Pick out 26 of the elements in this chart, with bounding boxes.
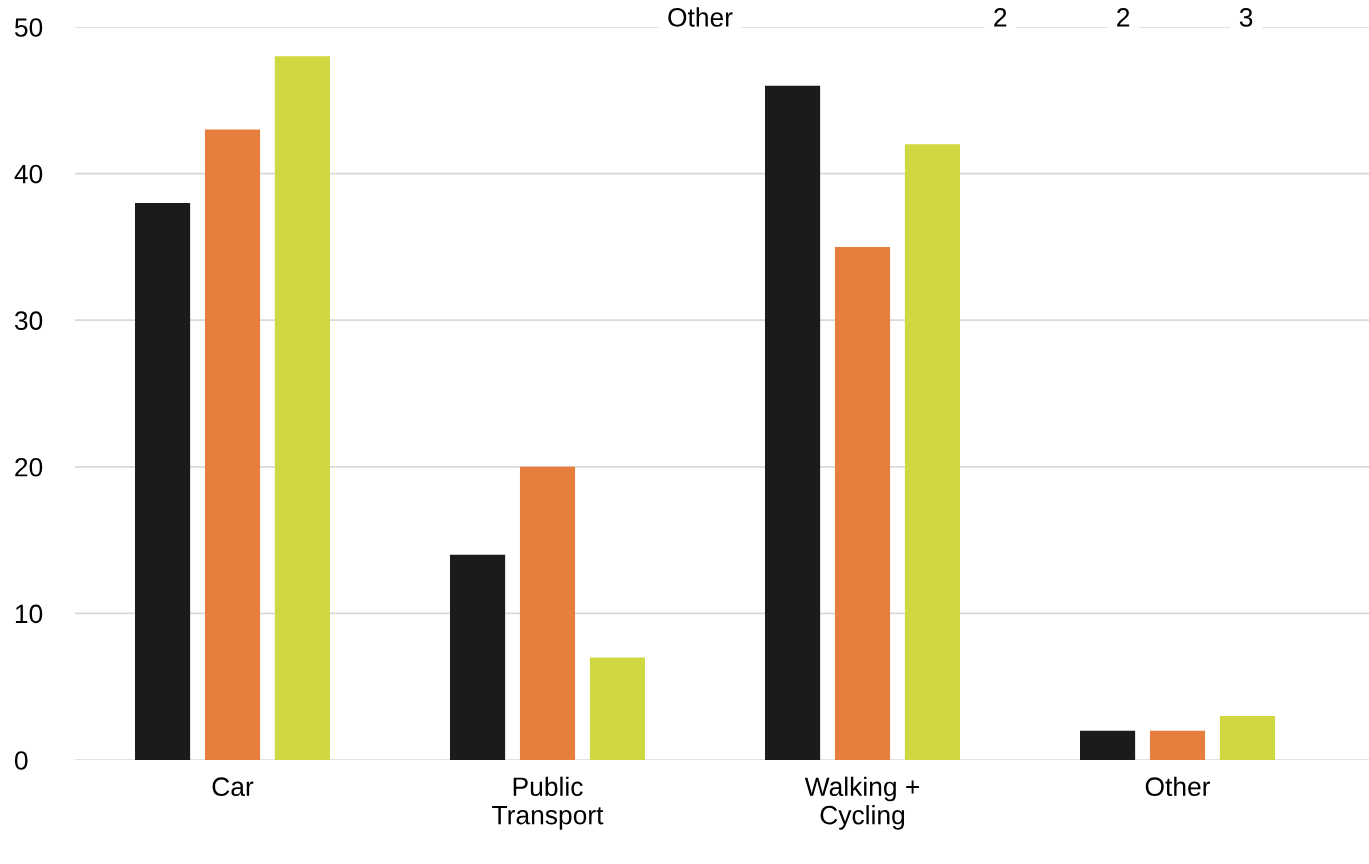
y-tick-label: 50	[14, 18, 43, 37]
bar	[904, 144, 960, 760]
text: Other	[668, 7, 733, 27]
text: 2	[1117, 8, 1130, 27]
bar	[450, 554, 506, 760]
bar	[135, 202, 191, 760]
y-tick-label: 0	[14, 751, 28, 770]
x-tick-label: Other	[1145, 776, 1211, 797]
bar	[204, 129, 261, 760]
bar	[765, 85, 821, 760]
x-tick-label: Public Transport	[492, 776, 604, 830]
bar	[1080, 730, 1136, 760]
y-tick-label: 30	[14, 311, 43, 331]
bar	[274, 56, 330, 760]
bar	[834, 246, 891, 760]
x-tick-label: Car	[212, 777, 254, 797]
y-tick-label: 10	[15, 604, 43, 624]
text: 3	[1239, 8, 1253, 27]
bar	[589, 657, 645, 760]
text: 2	[994, 8, 1007, 27]
x-tick-label: Walking + Cycling	[804, 776, 919, 830]
bar	[1219, 716, 1275, 760]
bar	[519, 466, 576, 760]
y-tick-label: 40	[14, 164, 43, 184]
y-tick-label: 20	[15, 457, 43, 477]
bar	[1149, 730, 1206, 760]
